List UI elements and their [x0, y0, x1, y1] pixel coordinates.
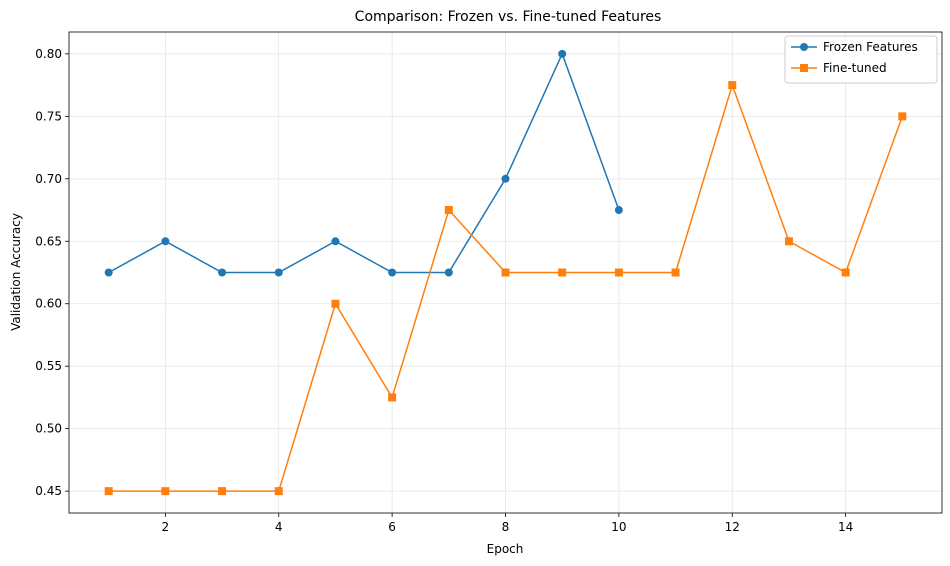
data-point-frozen [388, 268, 397, 277]
legend-label-finetuned: Fine-tuned [823, 61, 887, 75]
y-tick-label: 0.45 [35, 484, 62, 498]
y-tick-label: 0.60 [35, 297, 62, 311]
data-point-finetuned [161, 487, 170, 496]
y-tick-label: 0.65 [35, 234, 62, 248]
data-point-finetuned [728, 81, 737, 90]
x-tick-label: 2 [162, 520, 170, 534]
legend-marker-finetuned [800, 64, 808, 72]
legend-label-frozen: Frozen Features [823, 40, 918, 54]
data-point-finetuned [274, 487, 283, 496]
series-line-frozen [108, 51, 620, 274]
data-point-finetuned [444, 206, 453, 215]
x-tick-label: 4 [275, 520, 283, 534]
data-point-finetuned [841, 268, 850, 277]
data-point-finetuned [331, 299, 340, 308]
data-point-finetuned [558, 268, 567, 277]
y-axis-label: Validation Accuracy [9, 213, 23, 331]
data-point-frozen [331, 237, 340, 246]
data-point-finetuned [501, 268, 510, 277]
y-tick-label: 0.50 [35, 422, 62, 436]
y-tick-label: 0.55 [35, 359, 62, 373]
data-point-finetuned [671, 268, 680, 277]
x-tick-label: 10 [611, 520, 626, 534]
data-point-frozen [501, 174, 510, 183]
data-point-frozen [218, 268, 227, 277]
data-point-frozen [161, 237, 170, 246]
ticks: 2 4 6 8 10 12 14 0.45 0.50 0.55 0.60 0.65 0.70 0.75 0.… [35, 47, 853, 534]
data-point-finetuned [614, 268, 623, 277]
chart-title: Comparison: Frozen vs. Fine-tuned Featur… [355, 9, 662, 25]
y-tick-label: 0.80 [35, 47, 62, 61]
x-tick-label: 14 [838, 520, 853, 534]
data-point-frozen [104, 268, 113, 277]
legend: Frozen Features Fine-tuned [784, 35, 938, 84]
data-point-frozen [614, 206, 623, 215]
data-point-finetuned [388, 393, 397, 402]
legend-box [784, 35, 938, 84]
y-tick-label: 0.75 [35, 109, 62, 123]
x-tick-label: 12 [725, 520, 740, 534]
data-point-finetuned [104, 487, 113, 496]
data-point-frozen [558, 49, 567, 58]
data-point-frozen [274, 268, 283, 277]
x-axis-label: Epoch [487, 542, 524, 556]
data-point-finetuned [898, 112, 907, 121]
data-point-finetuned [784, 237, 793, 246]
y-tick-label: 0.70 [35, 172, 62, 186]
data-point-frozen [444, 268, 453, 277]
x-tick-label: 8 [502, 520, 510, 534]
x-tick-label: 6 [388, 520, 396, 534]
data-point-finetuned [218, 487, 227, 496]
series-layer [104, 49, 907, 496]
legend-marker-frozen [800, 43, 808, 51]
